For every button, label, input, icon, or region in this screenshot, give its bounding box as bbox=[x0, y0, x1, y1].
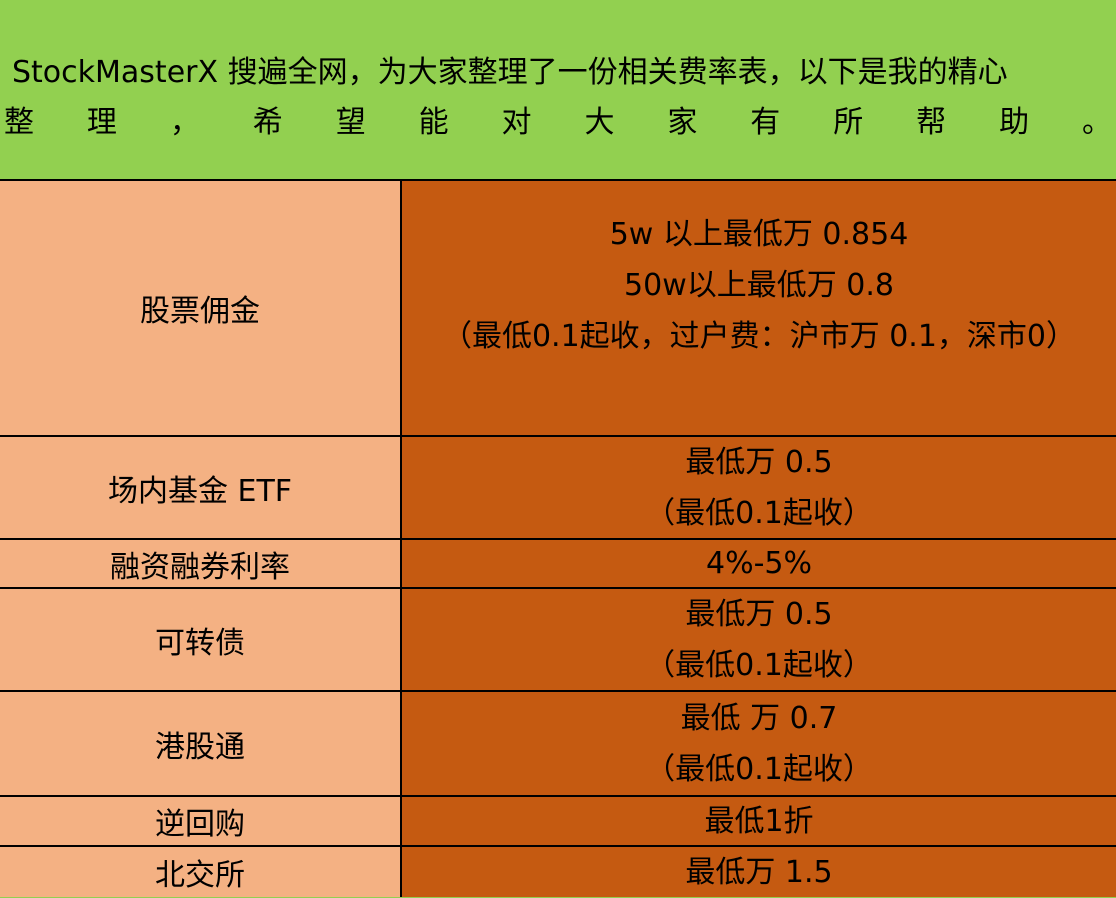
intro-char: 家 bbox=[667, 105, 698, 140]
intro-char: 有 bbox=[750, 105, 781, 140]
row-value: 4%-5% bbox=[400, 540, 1116, 587]
value-line: （最低0.1起收） bbox=[645, 495, 873, 531]
table-row-stock-commission: 股票佣金 5w 以上最低万 0.854 50w以上最低万 0.8 （最低0.1起… bbox=[0, 181, 1116, 437]
table-row-bse: 北交所 最低万 1.5 bbox=[0, 847, 1116, 897]
row-value: 5w 以上最低万 0.854 50w以上最低万 0.8 （最低0.1起收，过户费… bbox=[400, 181, 1116, 435]
value-line: （最低0.1起收） bbox=[645, 751, 873, 787]
row-value: 最低万 0.5 （最低0.1起收） bbox=[400, 437, 1116, 538]
intro-char: ， bbox=[169, 105, 200, 140]
intro-char: 帮 bbox=[916, 105, 947, 140]
table-row-hk-connect: 港股通 最低 万 0.7 （最低0.1起收） bbox=[0, 692, 1116, 797]
row-label: 融资融券利率 bbox=[0, 540, 400, 587]
value-line: （最低0.1起收，过户费：沪市万 0.1，深市0） bbox=[441, 319, 1077, 354]
intro-char: 大 bbox=[584, 105, 615, 140]
intro-char: 望 bbox=[335, 105, 366, 140]
intro-char: 对 bbox=[501, 105, 532, 140]
table-row-reverse-repo: 逆回购 最低1折 bbox=[0, 797, 1116, 847]
fee-table: 股票佣金 5w 以上最低万 0.854 50w以上最低万 0.8 （最低0.1起… bbox=[0, 179, 1116, 897]
value-line: 最低1折 bbox=[704, 803, 814, 839]
table-row-etf: 场内基金 ETF 最低万 0.5 （最低0.1起收） bbox=[0, 437, 1116, 540]
row-label: 逆回购 bbox=[0, 797, 400, 845]
row-value: 最低万 1.5 bbox=[400, 847, 1116, 897]
intro-banner: StockMasterX 搜遍全网，为大家整理了一份相关费率表，以下是我的精心 … bbox=[0, 0, 1116, 179]
row-label: 股票佣金 bbox=[0, 181, 400, 435]
intro-char: 理 bbox=[86, 105, 117, 140]
intro-char: 所 bbox=[833, 105, 864, 140]
intro-char: 能 bbox=[418, 105, 449, 140]
table-row-margin-rate: 融资融券利率 4%-5% bbox=[0, 540, 1116, 589]
intro-line-2: 整 理 ， 希 望 能 对 大 家 有 所 帮 助 。 bbox=[4, 97, 1112, 141]
value-line: 4%-5% bbox=[705, 546, 812, 581]
intro-char: 助 bbox=[999, 105, 1030, 140]
intro-char: 。 bbox=[1081, 105, 1112, 140]
value-line: 5w 以上最低万 0.854 bbox=[609, 217, 909, 252]
value-line: 最低万 0.5 bbox=[685, 444, 833, 480]
value-line: （最低0.1起收） bbox=[645, 647, 873, 683]
intro-char: 希 bbox=[252, 105, 283, 140]
value-line: 最低万 1.5 bbox=[685, 854, 833, 890]
value-line: 50w以上最低万 0.8 bbox=[624, 268, 894, 303]
value-line: 最低 万 0.7 bbox=[680, 700, 838, 736]
intro-line-1: StockMasterX 搜遍全网，为大家整理了一份相关费率表，以下是我的精心 bbox=[12, 55, 1008, 90]
value-line: 最低万 0.5 bbox=[685, 596, 833, 632]
row-value: 最低 万 0.7 （最低0.1起收） bbox=[400, 692, 1116, 795]
table-row-convertible-bond: 可转债 最低万 0.5 （最低0.1起收） bbox=[0, 589, 1116, 692]
row-label: 港股通 bbox=[0, 692, 400, 795]
row-label: 场内基金 ETF bbox=[0, 437, 400, 538]
row-value: 最低1折 bbox=[400, 797, 1116, 845]
row-label: 北交所 bbox=[0, 847, 400, 897]
row-label: 可转债 bbox=[0, 589, 400, 690]
intro-char: 整 bbox=[4, 105, 34, 140]
row-value: 最低万 0.5 （最低0.1起收） bbox=[400, 589, 1116, 690]
